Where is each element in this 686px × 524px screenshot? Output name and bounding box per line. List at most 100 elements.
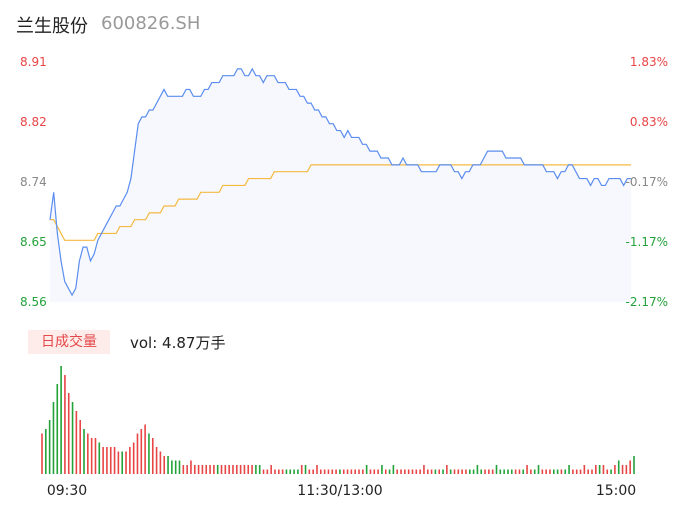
volume-bar (461, 469, 463, 474)
volume-bar (67, 393, 70, 474)
volume-bar (358, 469, 360, 474)
volume-bar (392, 465, 395, 474)
volume-bar (572, 469, 574, 474)
volume-bar (510, 469, 513, 474)
volume-bar (109, 447, 112, 474)
volume-bar (602, 465, 605, 474)
volume-bar (285, 469, 288, 474)
price-line (49, 67, 631, 297)
volume-bar (270, 465, 272, 474)
volume-bar (533, 469, 536, 474)
volume-bar (568, 465, 570, 474)
volume-bar (151, 438, 154, 474)
volume-bar (522, 469, 525, 474)
volume-bar (415, 469, 418, 474)
y-tick-left: 8.65 (20, 235, 47, 249)
volume-bar (449, 469, 452, 474)
volume-bar (251, 465, 253, 474)
volume-bar (190, 460, 192, 474)
volume-bar (289, 469, 292, 474)
volume-bar (258, 465, 261, 474)
volume-bar (369, 469, 372, 474)
volume-bar (446, 465, 448, 474)
volume-bar (75, 411, 78, 474)
volume-bar (64, 375, 66, 474)
volume-bar (239, 465, 242, 474)
volume-bar (56, 384, 59, 474)
volume-bar (373, 469, 376, 474)
volume-bar (87, 433, 89, 474)
volume-bar (224, 465, 227, 474)
volume-bar (629, 460, 631, 474)
y-tick-left: 8.91 (20, 55, 47, 69)
volume-bar (476, 465, 479, 474)
volume-bar (262, 469, 265, 474)
volume-bar (52, 402, 55, 474)
volume-bar (144, 424, 146, 474)
volume-bar (117, 451, 120, 474)
volume-bar (591, 469, 593, 474)
volume-bar (113, 447, 116, 474)
volume-bar (556, 469, 559, 474)
volume-bar (60, 366, 62, 474)
volume-bar (564, 469, 567, 474)
volume-bar (434, 469, 437, 474)
price-area-fill (50, 68, 631, 302)
y-tick-right: -0.17% (626, 175, 668, 189)
volume-bar (243, 465, 246, 474)
volume-bar (41, 433, 43, 474)
volume-bar (327, 469, 330, 474)
volume-bar (163, 456, 166, 474)
volume-bar (247, 465, 250, 474)
volume-bar (331, 469, 334, 474)
volume-bar (495, 465, 498, 474)
volume-bar (174, 460, 177, 474)
volume-badge: 日成交量 (28, 330, 110, 354)
volume-bar (354, 469, 356, 474)
volume-bar (98, 442, 101, 474)
volume-bar (293, 469, 295, 474)
volume-bar (94, 438, 97, 474)
volume-bar (388, 469, 391, 474)
stock-name: 兰生股份 (16, 16, 88, 37)
volume-bar (453, 469, 456, 474)
volume-chart[interactable]: 09:30 11:30/13:00 15:00 (0, 360, 686, 520)
volume-bar (633, 456, 635, 474)
volume-bar (362, 469, 364, 474)
volume-bar (83, 429, 85, 474)
volume-bar (377, 469, 379, 474)
x-tick-label: 09:30 (47, 483, 87, 499)
volume-bar (560, 469, 563, 474)
intraday-price-chart[interactable]: 8.91 1.83% 8.82 0.83% 8.74 -0.17% 8.65 -1.17% 8.… (0, 0, 686, 310)
volume-bar (125, 451, 127, 474)
volume-bar (503, 469, 505, 474)
volume-bar (365, 465, 368, 474)
y-tick-left: 8.74 (20, 175, 47, 189)
volume-bar (530, 469, 532, 474)
volume-bar (266, 469, 269, 474)
volume-bar (201, 465, 204, 474)
volume-bar (423, 465, 425, 474)
volume-bar (155, 447, 158, 474)
volume-bar (514, 469, 517, 474)
volume-bar (90, 438, 93, 474)
volume-bar (342, 469, 345, 474)
volume-bar (339, 469, 341, 474)
volume-bar (220, 465, 223, 474)
volume-bar (488, 469, 490, 474)
volume-bar (598, 465, 601, 474)
volume-bar (140, 429, 143, 474)
volume-bar (312, 469, 314, 474)
volume-bar (197, 465, 200, 474)
volume-bar (205, 465, 208, 474)
volume-bar (167, 456, 169, 474)
y-tick-right: 1.83% (630, 55, 668, 69)
volume-bar (148, 433, 150, 474)
volume-bar (621, 465, 624, 474)
volume-bar (465, 469, 467, 474)
volume-bar (457, 469, 460, 474)
volume-bar (541, 469, 544, 474)
volume-label: vol: 4.87万手 (130, 334, 226, 352)
volume-bar (411, 469, 414, 474)
volume-bar (579, 469, 582, 474)
